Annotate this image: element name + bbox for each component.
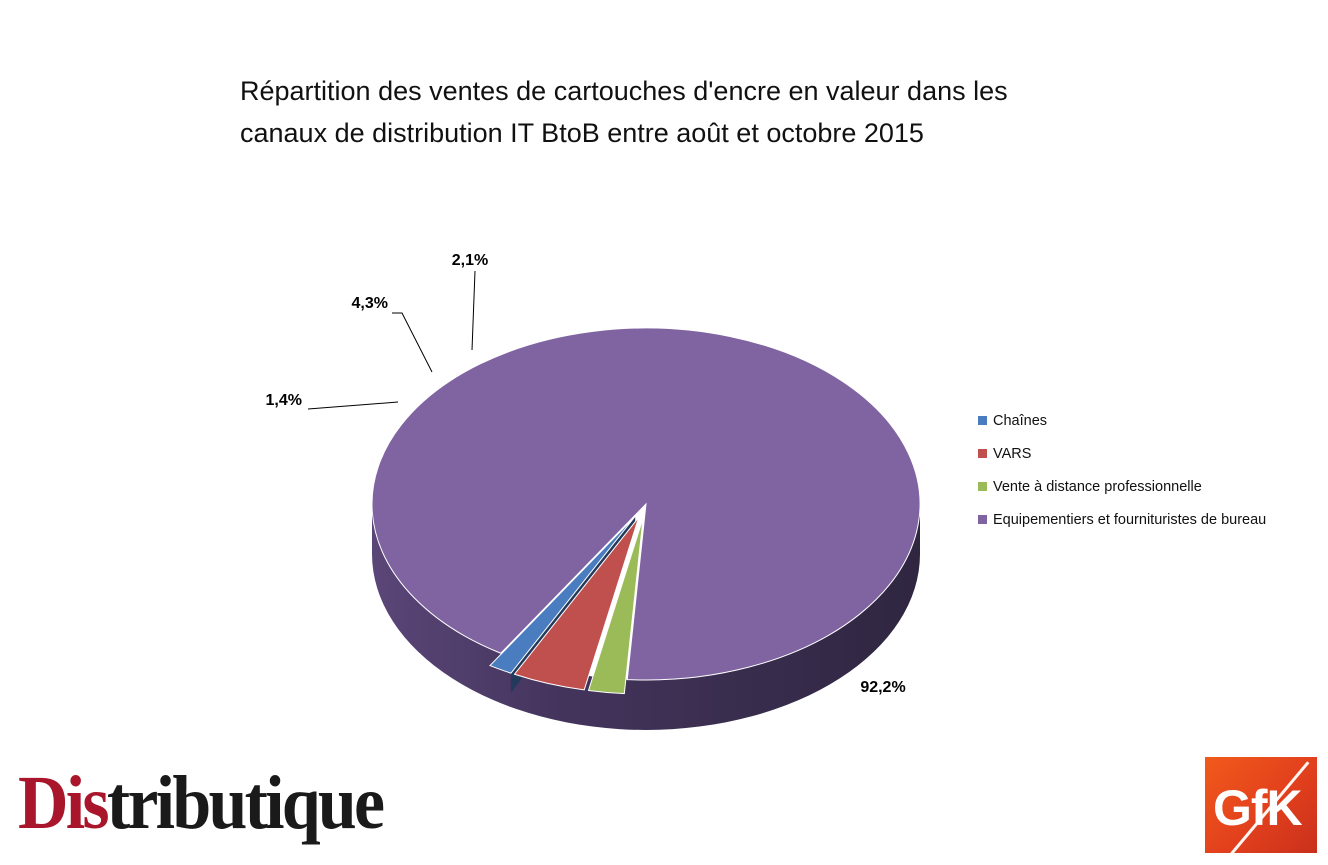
slice-vente-distance	[587, 517, 644, 695]
legend-swatch	[978, 482, 987, 491]
gfk-logo: GfK	[1205, 757, 1317, 853]
legend-item-vente-distance: Vente à distance professionnelle	[978, 470, 1266, 503]
legend-item-equipementiers: Equipementiers et fournituristes de bure…	[978, 503, 1266, 536]
gfk-logo-text: GfK	[1213, 780, 1303, 836]
slice-equipementiers	[371, 327, 921, 681]
legend-swatch	[978, 449, 987, 458]
legend-item-chaines: Chaînes	[978, 404, 1266, 437]
leader-line	[307, 401, 399, 410]
legend-swatch	[978, 515, 987, 524]
legend-swatch	[978, 416, 987, 425]
leader-line	[392, 312, 433, 373]
data-label: 4,3%	[352, 295, 388, 312]
data-label: 1,4%	[266, 392, 302, 409]
data-label: 2,1%	[452, 252, 488, 269]
legend-label: Chaînes	[993, 412, 1048, 429]
chart-title: Répartition des ventes de cartouches d'e…	[240, 70, 1160, 154]
distributique-logo: Distributique	[18, 761, 385, 845]
legend-item-vars: VARS	[978, 437, 1266, 470]
slice-chaines	[489, 515, 636, 674]
legend-label: Equipementiers et fournituristes de bure…	[993, 511, 1267, 528]
slice-vars	[513, 517, 640, 691]
leader-line	[471, 270, 476, 351]
slice-side-equipementiers	[372, 504, 920, 730]
legend-label: Vente à distance professionnelle	[993, 478, 1202, 495]
data-label: 92,2%	[860, 679, 905, 696]
legend-label: VARS	[993, 445, 1032, 462]
chart-legend: Chaînes VARS Vente à distance profession…	[978, 404, 1266, 536]
chart-title-line-2: canaux de distribution IT BtoB entre aoû…	[240, 118, 924, 148]
chart-title-line-1: Répartition des ventes de cartouches d'e…	[240, 76, 1008, 106]
